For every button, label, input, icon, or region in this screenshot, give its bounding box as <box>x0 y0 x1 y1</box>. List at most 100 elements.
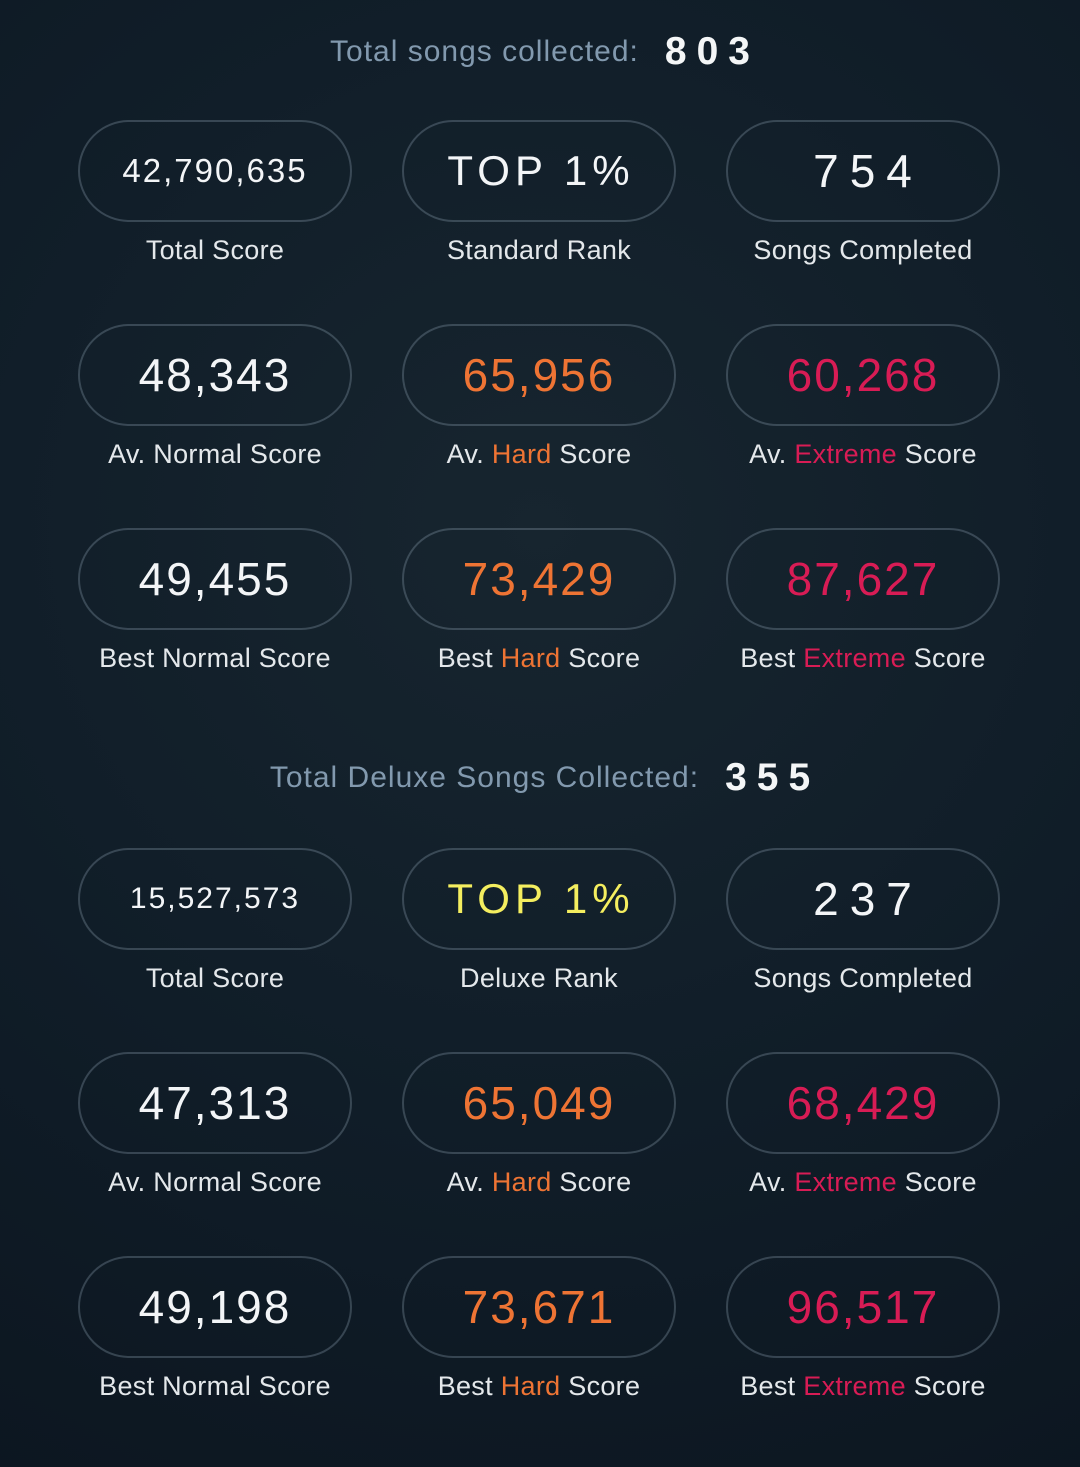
stat-standard-av-hard-score: 65,956 Av. Hard Score <box>402 324 676 470</box>
stat-pill: 49,198 <box>78 1256 352 1358</box>
stat-label-highlight: Hard <box>500 643 561 673</box>
stat-label: Songs Completed <box>753 963 972 994</box>
stat-label-text: Best <box>740 1371 804 1401</box>
stat-label-text: Standard Rank <box>446 235 631 265</box>
stat-deluxe-rank: TOP 1% Deluxe Rank <box>402 848 676 994</box>
stat-label-text: Score <box>897 1167 977 1197</box>
stat-label-text: Av. <box>446 439 492 469</box>
stat-pill: 65,956 <box>402 324 676 426</box>
stat-label: Songs Completed <box>753 235 972 266</box>
standard-section-title: Total songs collected: <box>330 35 639 68</box>
stat-label: Best Normal Score <box>99 643 331 674</box>
stat-label-text: Av. Normal Score <box>108 439 322 469</box>
stat-label-text: Av. Normal Score <box>108 1167 322 1197</box>
stat-deluxe-best-extreme-score: 96,517 Best Extreme Score <box>726 1256 1000 1402</box>
stat-value: TOP 1% <box>447 147 635 194</box>
deluxe-section-title: Total Deluxe Songs Collected: <box>269 761 700 794</box>
stat-value: 237 <box>813 873 923 925</box>
stat-label-text: Total Score <box>145 963 285 993</box>
stat-label: Best Hard Score <box>438 643 641 674</box>
stat-label-highlight: Extreme <box>803 643 906 673</box>
stat-label-highlight: Extreme <box>794 439 897 469</box>
stat-label-text: Total Score <box>145 235 285 265</box>
stat-pill: 73,429 <box>402 528 676 630</box>
stat-pill: TOP 1% <box>402 848 676 950</box>
stat-label-text: Best <box>437 1371 501 1401</box>
stat-standard-av-extreme-score: 60,268 Av. Extreme Score <box>726 324 1000 470</box>
stat-pill: 47,313 <box>78 1052 352 1154</box>
stat-label-text: Best Normal Score <box>99 1371 331 1401</box>
stat-value: 65,956 <box>462 349 616 401</box>
stat-label-text: Av. <box>446 1167 492 1197</box>
stats-page: Total songs collected: 803 42,790,635 To… <box>0 30 1080 1402</box>
stat-label-text: Score <box>551 1167 632 1197</box>
stat-pill: 754 <box>726 120 1000 222</box>
standard-stats-grid: 42,790,635 Total Score TOP 1% Standard R… <box>0 120 1080 674</box>
stat-pill: 87,627 <box>726 528 1000 630</box>
stat-pill: TOP 1% <box>402 120 676 222</box>
stat-value: 42,790,635 <box>122 152 308 189</box>
stat-label: Best Extreme Score <box>740 1371 986 1402</box>
stat-label-text: Best <box>740 643 804 673</box>
stat-value: 48,343 <box>138 349 292 401</box>
stat-label: Av. Hard Score <box>447 439 632 470</box>
stat-label-text: Score <box>560 643 641 673</box>
stat-label-highlight: Extreme <box>803 1371 906 1401</box>
stat-deluxe-songs-completed: 237 Songs Completed <box>726 848 1000 994</box>
stat-value: 73,429 <box>462 553 616 605</box>
stat-label-text: Songs Completed <box>753 235 973 265</box>
stat-label: Best Extreme Score <box>740 643 986 674</box>
stat-label: Deluxe Rank <box>460 963 618 994</box>
stat-value: TOP 1% <box>447 875 635 922</box>
standard-songs-collected-count: 803 <box>664 30 760 73</box>
standard-section-header: Total songs collected: 803 <box>0 30 1080 74</box>
stat-value: 49,455 <box>138 553 292 605</box>
stat-value: 47,313 <box>138 1077 292 1129</box>
stat-label: Av. Normal Score <box>108 439 322 470</box>
stat-label-text: Best <box>437 643 501 673</box>
stat-value: 73,671 <box>462 1281 616 1333</box>
stat-value: 68,429 <box>786 1077 940 1129</box>
stat-standard-best-extreme-score: 87,627 Best Extreme Score <box>726 528 1000 674</box>
stat-standard-rank: TOP 1% Standard Rank <box>402 120 676 266</box>
deluxe-songs-collected-count: 355 <box>725 756 821 799</box>
stat-value: 65,049 <box>462 1077 616 1129</box>
stat-deluxe-av-hard-score: 65,049 Av. Hard Score <box>402 1052 676 1198</box>
stat-label-highlight: Hard <box>491 1167 552 1197</box>
stat-label: Av. Extreme Score <box>749 439 977 470</box>
stat-label: Av. Extreme Score <box>749 1167 977 1198</box>
stat-label: Total Score <box>146 963 284 994</box>
deluxe-section-header: Total Deluxe Songs Collected: 355 <box>0 756 1080 800</box>
stat-deluxe-best-hard-score: 73,671 Best Hard Score <box>402 1256 676 1402</box>
stat-label: Total Score <box>146 235 284 266</box>
stat-label: Av. Hard Score <box>447 1167 632 1198</box>
stat-standard-total-score: 42,790,635 Total Score <box>78 120 352 266</box>
deluxe-stats-grid: 15,527,573 Total Score TOP 1% Deluxe Ran… <box>0 848 1080 1402</box>
stat-label: Best Hard Score <box>438 1371 641 1402</box>
stat-label: Standard Rank <box>447 235 631 266</box>
stat-deluxe-av-extreme-score: 68,429 Av. Extreme Score <box>726 1052 1000 1198</box>
stat-pill: 68,429 <box>726 1052 1000 1154</box>
stat-label-text: Score <box>905 643 986 673</box>
stat-label-highlight: Hard <box>491 439 552 469</box>
stat-label: Best Normal Score <box>99 1371 331 1402</box>
stat-label-text: Score <box>560 1371 641 1401</box>
stat-label-text: Av. <box>749 1167 795 1197</box>
stat-label-text: Av. <box>749 439 795 469</box>
stat-label-text: Score <box>897 439 977 469</box>
stat-label-text: Deluxe Rank <box>460 963 618 993</box>
stat-deluxe-best-normal-score: 49,198 Best Normal Score <box>78 1256 352 1402</box>
stat-label-text: Best Normal Score <box>99 643 331 673</box>
stat-label-text: Score <box>905 1371 986 1401</box>
stat-standard-songs-completed: 754 Songs Completed <box>726 120 1000 266</box>
stat-pill: 237 <box>726 848 1000 950</box>
stat-pill: 65,049 <box>402 1052 676 1154</box>
stat-pill: 42,790,635 <box>78 120 352 222</box>
stat-value: 96,517 <box>786 1281 940 1333</box>
stat-label-text: Score <box>551 439 632 469</box>
stat-pill: 60,268 <box>726 324 1000 426</box>
stat-pill: 49,455 <box>78 528 352 630</box>
stat-value: 754 <box>813 145 923 197</box>
stat-standard-best-normal-score: 49,455 Best Normal Score <box>78 528 352 674</box>
stat-value: 15,527,573 <box>129 882 301 915</box>
